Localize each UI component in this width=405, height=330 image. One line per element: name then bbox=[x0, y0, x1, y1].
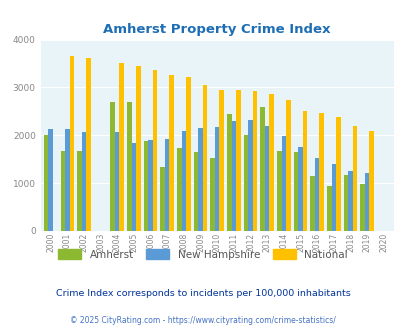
Bar bbox=[302, 111, 307, 231]
Bar bbox=[86, 58, 90, 231]
Bar bbox=[347, 171, 352, 231]
Text: Crime Index corresponds to incidents per 100,000 inhabitants: Crime Index corresponds to incidents per… bbox=[55, 289, 350, 298]
Bar bbox=[293, 152, 298, 231]
Bar bbox=[202, 85, 207, 231]
Bar bbox=[160, 167, 164, 231]
Bar bbox=[226, 114, 231, 231]
Bar bbox=[360, 183, 364, 231]
Bar bbox=[319, 113, 323, 231]
Bar bbox=[231, 121, 236, 231]
Bar bbox=[169, 75, 174, 231]
Bar bbox=[248, 119, 252, 231]
Bar bbox=[164, 139, 169, 231]
Bar bbox=[277, 151, 281, 231]
Legend: Amherst, New Hampshire, National: Amherst, New Hampshire, National bbox=[54, 245, 351, 264]
Bar bbox=[298, 147, 302, 231]
Bar bbox=[310, 176, 314, 231]
Bar bbox=[185, 77, 190, 231]
Bar bbox=[198, 128, 202, 231]
Bar bbox=[44, 135, 48, 231]
Bar bbox=[352, 126, 356, 231]
Bar bbox=[214, 127, 219, 231]
Bar bbox=[286, 100, 290, 231]
Bar bbox=[69, 56, 74, 231]
Bar bbox=[264, 126, 269, 231]
Bar bbox=[243, 135, 248, 231]
Bar bbox=[110, 102, 115, 231]
Bar bbox=[131, 143, 136, 231]
Bar bbox=[252, 91, 257, 231]
Bar bbox=[335, 117, 340, 231]
Bar bbox=[260, 107, 264, 231]
Bar bbox=[119, 63, 124, 231]
Bar bbox=[115, 132, 119, 231]
Bar bbox=[48, 129, 53, 231]
Bar bbox=[326, 186, 331, 231]
Bar bbox=[148, 140, 152, 231]
Bar bbox=[369, 130, 373, 231]
Bar bbox=[60, 150, 65, 231]
Bar bbox=[177, 148, 181, 231]
Bar bbox=[364, 173, 369, 231]
Bar bbox=[219, 90, 224, 231]
Bar bbox=[81, 132, 86, 231]
Bar bbox=[152, 70, 157, 231]
Bar bbox=[65, 129, 69, 231]
Bar bbox=[127, 102, 131, 231]
Bar bbox=[236, 90, 240, 231]
Bar bbox=[331, 164, 335, 231]
Title: Amherst Property Crime Index: Amherst Property Crime Index bbox=[103, 23, 330, 36]
Bar bbox=[314, 158, 319, 231]
Text: © 2025 CityRating.com - https://www.cityrating.com/crime-statistics/: © 2025 CityRating.com - https://www.city… bbox=[70, 315, 335, 325]
Bar bbox=[343, 176, 347, 231]
Bar bbox=[269, 94, 273, 231]
Bar bbox=[77, 150, 81, 231]
Bar bbox=[281, 136, 286, 231]
Bar bbox=[143, 141, 148, 231]
Bar bbox=[181, 131, 185, 231]
Bar bbox=[193, 152, 198, 231]
Bar bbox=[136, 66, 140, 231]
Bar bbox=[210, 158, 214, 231]
